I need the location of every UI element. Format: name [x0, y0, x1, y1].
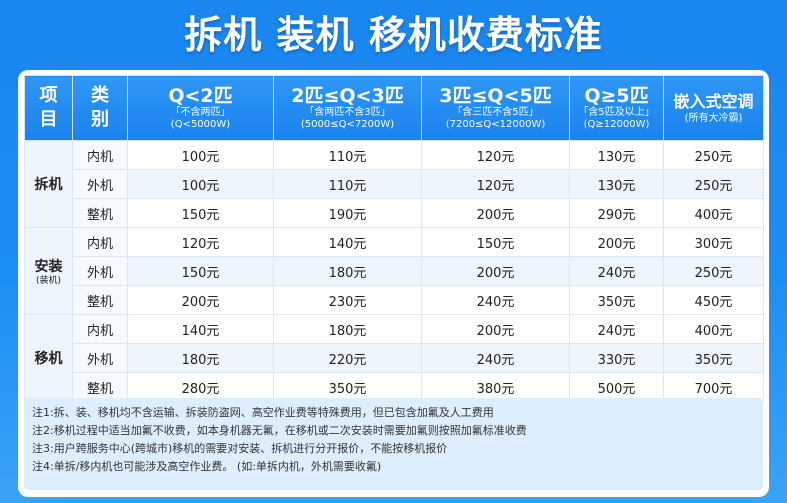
header-col4: Q≥5匹 「含5匹及以上」 (Q≥12000W): [569, 75, 664, 141]
kind-cell: 内机: [72, 227, 128, 257]
note-line: 注4:单拆/移内机也可能涉及高空作业费。 (如:单拆内机，外机需要收氟): [32, 460, 382, 473]
price-cell: 180元: [127, 343, 274, 373]
kind-cell: 整机: [72, 372, 128, 402]
kind-cell: 外机: [72, 169, 128, 199]
price-cell: 250元: [663, 169, 764, 199]
category-sublabel: (装机): [35, 276, 62, 286]
category-cell: 安装 (装机): [24, 227, 73, 315]
table-row: 整机 200元 230元 240元 350元 450元: [25, 285, 764, 315]
price-cell: 230元: [273, 285, 422, 315]
table-row: 移机 内机 140元 180元 200元 240元 400元: [24, 314, 764, 402]
price-cell: 350元: [273, 372, 422, 402]
header-col2: 2匹≤Q<3匹 「含两匹不含3匹」 (5000≤Q<7200W): [273, 75, 422, 141]
price-cell: 110元: [273, 169, 422, 199]
category-cell: 拆机: [24, 140, 73, 228]
header-col5: 嵌入式空调 (所有大冷霸): [663, 75, 764, 141]
price-cell: 700元: [663, 372, 764, 402]
price-cell: 150元: [127, 198, 274, 228]
header-col3: 3匹≤Q<5匹 「含三匹不含5匹」 (7200≤Q<12000W): [421, 75, 570, 141]
price-cell: 400元: [663, 314, 764, 344]
price-cell: 240元: [569, 256, 664, 286]
price-cell: 280元: [127, 372, 274, 402]
price-cell: 240元: [421, 285, 570, 315]
kind-cell: 整机: [72, 285, 128, 315]
price-cell: 180元: [273, 256, 422, 286]
table-row: 整机 280元 350元 380元 500元 700元: [25, 372, 764, 402]
price-cell: 350元: [663, 343, 764, 373]
table-row: 安装 (装机) 内机 120元 140元 150元 200元 300元: [24, 227, 764, 315]
price-cell: 120元: [421, 140, 570, 170]
price-cell: 140元: [127, 314, 274, 344]
header-row: 项目 类别 Q<2匹 「不含两匹」 (Q<5000W) 2匹≤Q<3匹 「含两匹…: [24, 75, 764, 141]
kind-cell: 整机: [72, 198, 128, 228]
price-cell: 240元: [569, 314, 664, 344]
table-row: 外机 150元 180元 200元 240元 250元: [25, 256, 764, 286]
note-line: 注2:移机过程中适当加氟不收费，如本身机器无氟，在移机或二次安装时需要加氟则按照…: [32, 424, 527, 437]
price-cell: 300元: [663, 227, 764, 257]
price-cell: 120元: [127, 227, 274, 257]
price-cell: 350元: [569, 285, 664, 315]
category-cell: 移机: [24, 314, 73, 402]
page-title: 拆机 装机 移机收费标准: [184, 13, 603, 57]
table-row: 整机 150元 190元 200元 290元 400元: [25, 198, 764, 228]
price-cell: 220元: [273, 343, 422, 373]
price-cell: 290元: [569, 198, 664, 228]
header-col1: Q<2匹 「不含两匹」 (Q<5000W): [127, 75, 274, 141]
price-cell: 450元: [663, 285, 764, 315]
header-kind: 类别: [72, 75, 128, 141]
table-row: 外机 100元 110元 120元 130元 250元: [25, 169, 764, 199]
price-cell: 150元: [127, 256, 274, 286]
price-cell: 250元: [663, 256, 764, 286]
price-cell: 400元: [663, 198, 764, 228]
fee-table: 项目 类别 Q<2匹 「不含两匹」 (Q<5000W) 2匹≤Q<3匹 「含两匹…: [24, 75, 764, 402]
price-cell: 200元: [569, 227, 664, 257]
header-item: 项目: [24, 75, 73, 141]
kind-cell: 外机: [72, 343, 128, 373]
category-label: 移机: [34, 351, 63, 367]
table-row: 拆机 内机 100元 110元 120元 130元 250元: [24, 140, 764, 228]
price-cell: 200元: [421, 314, 570, 344]
price-cell: 100元: [127, 169, 274, 199]
price-cell: 140元: [273, 227, 422, 257]
kind-cell: 内机: [72, 314, 128, 344]
price-cell: 150元: [421, 227, 570, 257]
category-label: 拆机: [34, 177, 63, 193]
note-line: 注1:拆、装、移机均不含运输、拆装防盗网、高空作业费等特殊费用，但已包含加氟及人…: [32, 406, 494, 419]
price-cell: 130元: [569, 169, 664, 199]
price-cell: 240元: [421, 343, 570, 373]
price-cell: 180元: [273, 314, 422, 344]
price-cell: 200元: [421, 256, 570, 286]
fee-card: 项目 类别 Q<2匹 「不含两匹」 (Q<5000W) 2匹≤Q<3匹 「含两匹…: [18, 70, 769, 497]
kind-cell: 内机: [72, 140, 128, 170]
price-cell: 130元: [569, 140, 664, 170]
price-cell: 110元: [273, 140, 422, 170]
price-cell: 100元: [127, 140, 274, 170]
notes-box: 注1:拆、装、移机均不含运输、拆装防盗网、高空作业费等特殊费用，但已包含加氟及人…: [24, 398, 763, 490]
table-row: 外机 180元 220元 240元 330元 350元: [25, 343, 764, 373]
price-cell: 500元: [569, 372, 664, 402]
price-cell: 200元: [127, 285, 274, 315]
table-body: 拆机 内机 100元 110元 120元 130元 250元 外机 100元 110元 120元 13…: [24, 140, 764, 402]
price-cell: 190元: [273, 198, 422, 228]
price-cell: 330元: [569, 343, 664, 373]
price-cell: 120元: [421, 169, 570, 199]
price-cell: 250元: [663, 140, 764, 170]
category-label: 安装: [34, 259, 63, 275]
kind-cell: 外机: [72, 256, 128, 286]
price-cell: 200元: [421, 198, 570, 228]
note-line: 注3:用户跨服务中心(跨城市)移机的需要对安装、拆机进行分开报价，不能按移机报价: [32, 442, 448, 455]
